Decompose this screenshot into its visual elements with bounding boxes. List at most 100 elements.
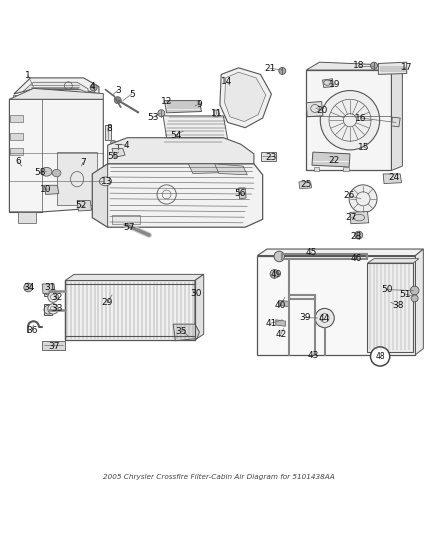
Text: 36: 36 (26, 326, 38, 335)
Polygon shape (163, 116, 228, 143)
Polygon shape (258, 249, 424, 256)
Text: 56: 56 (235, 189, 246, 198)
Text: 35: 35 (175, 327, 187, 336)
Polygon shape (383, 174, 402, 183)
Polygon shape (10, 99, 42, 212)
Polygon shape (392, 117, 400, 127)
Polygon shape (14, 78, 99, 94)
Text: 52: 52 (76, 201, 87, 211)
Circle shape (410, 286, 419, 295)
Polygon shape (42, 341, 65, 350)
Polygon shape (112, 149, 125, 157)
Text: 7: 7 (80, 158, 86, 167)
Text: 24: 24 (388, 173, 399, 182)
Polygon shape (367, 263, 413, 352)
Text: 44: 44 (319, 313, 330, 322)
Text: 20: 20 (316, 106, 328, 115)
Text: 19: 19 (329, 80, 340, 90)
Circle shape (411, 295, 418, 302)
Circle shape (371, 62, 378, 69)
Circle shape (90, 84, 97, 91)
Text: 40: 40 (275, 301, 286, 310)
Text: 16: 16 (355, 114, 367, 123)
Polygon shape (77, 200, 92, 211)
Polygon shape (276, 320, 286, 326)
Polygon shape (214, 110, 219, 117)
Polygon shape (258, 256, 416, 354)
Polygon shape (350, 212, 369, 224)
Text: 30: 30 (190, 289, 201, 298)
Text: 14: 14 (221, 77, 232, 86)
Text: 42: 42 (276, 330, 286, 338)
Text: 15: 15 (358, 143, 370, 152)
Polygon shape (306, 62, 403, 70)
Circle shape (48, 304, 58, 314)
Polygon shape (57, 152, 97, 205)
Polygon shape (299, 182, 311, 189)
Text: 31: 31 (44, 284, 55, 293)
Text: 51: 51 (400, 289, 411, 298)
Text: 34: 34 (23, 282, 35, 292)
Polygon shape (322, 79, 333, 87)
Polygon shape (306, 70, 392, 171)
Circle shape (270, 270, 279, 278)
Polygon shape (65, 280, 195, 340)
Text: 32: 32 (52, 293, 63, 302)
Polygon shape (195, 274, 204, 340)
Polygon shape (188, 164, 223, 174)
Ellipse shape (41, 167, 52, 176)
Polygon shape (44, 304, 52, 316)
Circle shape (315, 309, 334, 328)
Text: 17: 17 (401, 63, 413, 72)
Ellipse shape (99, 177, 112, 185)
Polygon shape (164, 101, 201, 113)
Text: 43: 43 (308, 351, 319, 360)
Text: 4: 4 (89, 82, 95, 91)
Polygon shape (84, 95, 92, 99)
Polygon shape (105, 125, 111, 140)
Text: 21: 21 (264, 64, 276, 73)
Text: 9: 9 (197, 100, 202, 109)
Polygon shape (11, 148, 22, 155)
Polygon shape (416, 249, 424, 354)
Polygon shape (13, 95, 21, 99)
Text: 5: 5 (129, 90, 134, 99)
Text: 10: 10 (40, 185, 52, 193)
Circle shape (349, 185, 377, 213)
Polygon shape (11, 133, 22, 140)
Polygon shape (367, 259, 419, 263)
Circle shape (24, 283, 32, 292)
Polygon shape (306, 101, 323, 117)
Circle shape (114, 96, 121, 103)
Polygon shape (392, 66, 403, 171)
Polygon shape (18, 212, 35, 223)
Text: 22: 22 (328, 156, 339, 165)
Polygon shape (42, 284, 55, 294)
Polygon shape (65, 274, 204, 280)
Text: 1: 1 (25, 71, 31, 80)
Text: 13: 13 (101, 177, 112, 187)
Polygon shape (261, 152, 276, 161)
Text: 2005 Chrysler Crossfire Filter-Cabin Air Diagram for 5101438AA: 2005 Chrysler Crossfire Filter-Cabin Air… (103, 473, 335, 480)
Text: 29: 29 (102, 298, 113, 307)
Text: 55: 55 (108, 152, 119, 161)
Text: 4: 4 (124, 141, 129, 150)
Circle shape (48, 292, 58, 302)
Polygon shape (11, 116, 22, 123)
Text: 8: 8 (106, 124, 112, 133)
Polygon shape (10, 99, 103, 212)
Circle shape (320, 91, 380, 150)
Polygon shape (92, 164, 263, 227)
Text: 41: 41 (265, 319, 277, 328)
Polygon shape (108, 138, 254, 164)
Polygon shape (314, 167, 319, 171)
Ellipse shape (52, 169, 61, 177)
Text: 45: 45 (306, 248, 317, 257)
Polygon shape (225, 72, 266, 122)
Polygon shape (22, 82, 88, 93)
Text: 49: 49 (271, 270, 283, 279)
Circle shape (158, 110, 165, 117)
Text: 33: 33 (52, 304, 63, 313)
Text: 37: 37 (48, 342, 60, 351)
Text: 27: 27 (345, 213, 357, 222)
